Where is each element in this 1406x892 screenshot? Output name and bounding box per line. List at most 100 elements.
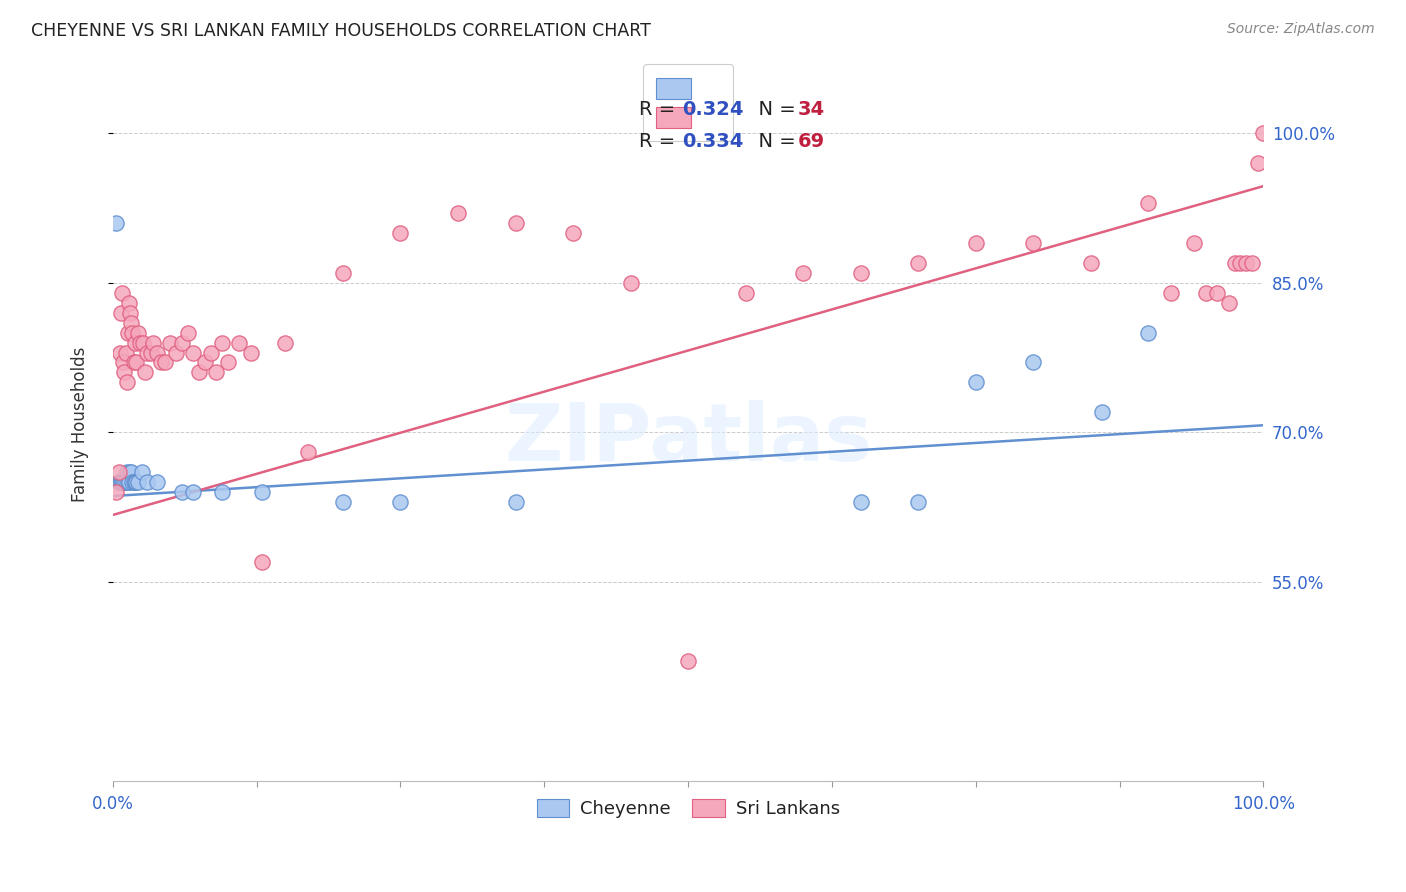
Point — [217, 355, 239, 369]
Point — [734, 285, 756, 300]
Point — [239, 345, 262, 359]
Point — [205, 366, 228, 380]
Text: CHEYENNE VS SRI LANKAN FAMILY HOUSEHOLDS CORRELATION CHART: CHEYENNE VS SRI LANKAN FAMILY HOUSEHOLDS… — [31, 22, 651, 40]
Point — [252, 485, 274, 500]
Point — [107, 475, 129, 489]
Point — [907, 256, 929, 270]
Point — [389, 226, 412, 240]
Point — [115, 376, 138, 390]
Point — [228, 335, 250, 350]
Point — [1218, 295, 1240, 310]
Point — [118, 475, 141, 489]
Point — [620, 276, 643, 290]
Point — [297, 445, 319, 459]
Point — [134, 366, 156, 380]
Legend: Cheyenne, Sri Lankans: Cheyenne, Sri Lankans — [530, 791, 846, 825]
Point — [1206, 285, 1229, 300]
Point — [110, 475, 132, 489]
Point — [1240, 256, 1263, 270]
Point — [105, 485, 128, 500]
Text: 34: 34 — [797, 100, 824, 120]
Point — [131, 465, 153, 479]
Point — [194, 355, 217, 369]
Point — [389, 495, 412, 509]
Point — [159, 335, 181, 350]
Point — [125, 475, 148, 489]
Point — [176, 326, 198, 340]
Point — [110, 306, 132, 320]
Text: ZIPatlas: ZIPatlas — [503, 400, 872, 478]
Point — [1137, 326, 1160, 340]
Text: Source: ZipAtlas.com: Source: ZipAtlas.com — [1227, 22, 1375, 37]
Point — [211, 485, 233, 500]
Point — [107, 465, 129, 479]
Point — [505, 495, 527, 509]
Point — [122, 355, 145, 369]
Point — [332, 495, 354, 509]
Point — [332, 266, 354, 280]
Point — [121, 475, 143, 489]
Point — [120, 465, 142, 479]
Point — [120, 316, 142, 330]
Point — [1247, 156, 1270, 170]
Point — [211, 335, 233, 350]
Point — [907, 495, 929, 509]
Point — [170, 335, 193, 350]
Point — [1160, 285, 1182, 300]
Point — [200, 345, 222, 359]
Point — [111, 285, 134, 300]
Point — [1223, 256, 1246, 270]
Point — [849, 266, 872, 280]
Point — [115, 465, 138, 479]
Point — [117, 475, 139, 489]
Point — [1229, 256, 1251, 270]
Point — [108, 475, 131, 489]
Point — [676, 655, 699, 669]
Y-axis label: Family Households: Family Households — [72, 347, 89, 502]
Point — [129, 335, 152, 350]
Point — [136, 475, 159, 489]
Point — [1022, 235, 1045, 250]
Point — [112, 366, 135, 380]
Point — [562, 226, 585, 240]
Point — [114, 345, 136, 359]
Point — [142, 335, 165, 350]
Point — [1182, 235, 1205, 250]
Point — [965, 235, 987, 250]
Point — [849, 495, 872, 509]
Point — [127, 475, 149, 489]
Point — [112, 355, 135, 369]
Text: R =: R = — [638, 100, 681, 120]
Point — [965, 376, 987, 390]
Point — [124, 475, 146, 489]
Point — [1080, 256, 1102, 270]
Point — [118, 295, 141, 310]
Point — [124, 335, 146, 350]
Point — [114, 475, 136, 489]
Text: R =: R = — [638, 132, 681, 151]
Point — [125, 355, 148, 369]
Point — [121, 326, 143, 340]
Point — [117, 326, 139, 340]
Point — [1091, 405, 1114, 419]
Point — [1234, 256, 1257, 270]
Point — [1137, 196, 1160, 211]
Point — [505, 216, 527, 230]
Point — [145, 345, 167, 359]
Text: N =: N = — [745, 100, 801, 120]
Point — [145, 475, 167, 489]
Point — [183, 345, 205, 359]
Point — [447, 206, 470, 220]
Point — [132, 335, 155, 350]
Point — [153, 355, 176, 369]
Point — [1022, 355, 1045, 369]
Point — [252, 555, 274, 569]
Point — [170, 485, 193, 500]
Point — [1195, 285, 1218, 300]
Point — [127, 326, 149, 340]
Text: 0.324: 0.324 — [682, 100, 744, 120]
Point — [122, 475, 145, 489]
Point — [150, 355, 173, 369]
Point — [112, 475, 135, 489]
Point — [108, 345, 131, 359]
